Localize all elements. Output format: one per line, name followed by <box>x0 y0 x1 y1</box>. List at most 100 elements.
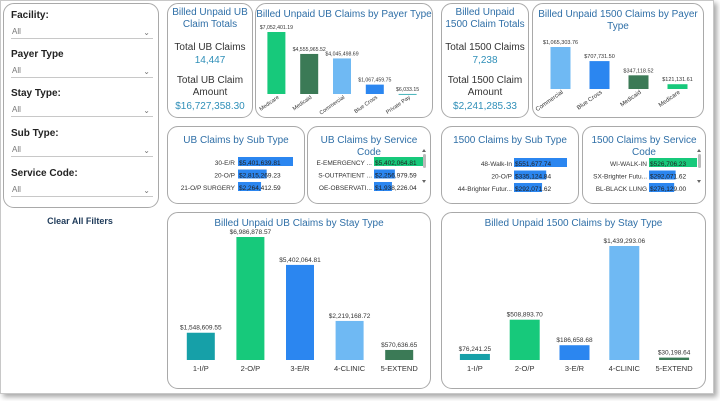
data-label-20-o-p: $2,815,269.23 <box>239 173 281 180</box>
data-label-wi-walk-in: $526,706.23 <box>650 161 687 168</box>
data-label-commercial: $1,065,303.76 <box>543 40 578 46</box>
data-label-5-extend: $30,198.64 <box>658 350 691 357</box>
bar-medicare[interactable] <box>267 32 286 94</box>
bar-5-extend[interactable] <box>659 357 690 360</box>
bar-private-pay[interactable] <box>398 93 417 95</box>
bar-1-i-p[interactable] <box>186 332 215 360</box>
chevron-down-icon: ⌄ <box>143 186 150 195</box>
bar-medicaid[interactable] <box>300 53 319 94</box>
total-ub-amount-label: Total UB Claim Amount <box>176 75 244 98</box>
t1500-payer-type-card: Billed Unpaid 1500 Claims by Payer Type … <box>532 3 704 118</box>
ub-payer-type-chart: $7,052,401.19 Medicare $4,555,965.52 Medica… <box>259 25 420 117</box>
data-label-1-i-p: $1,548,609.55 <box>180 325 222 332</box>
bar-3-e-r[interactable] <box>286 264 314 360</box>
t1500-sub-type-card: 1500 Claims by Sub Type 48-Walk-In $551,6… <box>441 126 579 204</box>
tick-label-blue-cross: Blue Cross <box>576 90 603 112</box>
total-ub-claims-label: Total UB Claims <box>174 42 246 53</box>
bar-3-e-r[interactable] <box>559 345 590 360</box>
scrollbar[interactable] <box>697 149 702 183</box>
scrollbar[interactable] <box>422 149 427 183</box>
bar-medicaid[interactable] <box>628 75 649 89</box>
chart-title: Billed Unpaid UB Claims by Payer Type <box>256 9 432 20</box>
data-label-2-o-p: $508,893.70 <box>507 312 544 319</box>
filter-label: Sub Type: <box>11 128 59 139</box>
chevron-down-icon: ⌄ <box>143 28 150 37</box>
bar-20-o-p[interactable] <box>514 170 547 180</box>
scroll-thumb[interactable] <box>423 154 426 168</box>
bar-bl-black-lung[interactable] <box>649 183 675 192</box>
tick-label-1-i-p: 1-I/P <box>193 364 209 373</box>
bar-sx-brighter-futu[interactable] <box>649 170 676 180</box>
category-label-bl-black-lung: BL-BLACK LUNG <box>596 186 647 193</box>
card-title: Billed Unpaid UB Claim Totals <box>172 7 248 30</box>
bar-30-e-r[interactable] <box>238 157 293 166</box>
bar-4-clinic[interactable] <box>609 246 640 360</box>
filter-label: Stay Type: <box>11 88 61 99</box>
bar-20-o-p[interactable] <box>238 169 267 179</box>
scroll-thumb[interactable] <box>698 154 701 168</box>
total-1500-claims-label: Total 1500 Claims <box>445 42 525 53</box>
tick-label-medicare: Medicare <box>658 89 682 108</box>
bar-48-walk-in[interactable] <box>514 158 567 167</box>
tick-label-3-e-r: 3-E/R <box>290 364 310 373</box>
data-label-44-brighter-futur: $292,071.62 <box>515 186 552 193</box>
tick-label-5-extend: 5-EXTEND <box>381 364 419 373</box>
bar-21-o-p-surgery[interactable] <box>238 182 262 191</box>
stay-type-select[interactable]: All ⌄ <box>11 103 153 117</box>
bar-2-o-p[interactable] <box>236 237 265 360</box>
ub-stay-type-chart: $1,548,609.55 1-I/P $6,986,878.57 2-O/P $5,4… <box>180 229 419 373</box>
bar-oe-observati[interactable] <box>374 182 392 191</box>
chart-title: UB Claims by Service Code <box>320 135 418 158</box>
scroll-down-icon[interactable] <box>697 180 701 183</box>
bar-wi-walk-in[interactable] <box>649 158 697 167</box>
scroll-up-icon[interactable] <box>697 149 701 152</box>
scroll-up-icon[interactable] <box>422 149 426 152</box>
scroll-down-icon[interactable] <box>422 180 426 183</box>
bar-5-extend[interactable] <box>385 349 414 360</box>
chart-title: Billed Unpaid 1500 Claims by Stay Type <box>484 218 663 229</box>
category-label-21-o-p-surgery: 21-O/P SURGERY <box>181 185 236 192</box>
bar-s-outpatient[interactable] <box>374 169 395 179</box>
category-label-48-walk-in: 48-Walk-In <box>481 161 513 168</box>
category-label-20-o-p: 20-O/P <box>214 173 235 180</box>
ub-service-code-card: UB Claims by Service Code E-EMERGENCY ..… <box>307 126 431 204</box>
facility-select[interactable]: All ⌄ <box>11 25 153 39</box>
category-label-sx-brighter-futu: SX-Brighter Futu... <box>593 174 647 181</box>
bar-blue-cross[interactable] <box>589 61 610 89</box>
bar-e-emergency[interactable] <box>374 157 424 166</box>
bar-44-brighter-futur[interactable] <box>514 183 543 192</box>
data-label-30-e-r: $5,401,639.81 <box>239 160 281 167</box>
select-value: All <box>12 27 21 36</box>
tick-label-private-pay: Private Pay <box>385 95 412 116</box>
chart-title: Billed Unpaid UB Claims by Stay Type <box>214 218 384 229</box>
bar-commercial[interactable] <box>333 58 351 94</box>
bar-2-o-p[interactable] <box>509 319 540 360</box>
bar-4-clinic[interactable] <box>335 320 364 360</box>
bar-blue-cross[interactable] <box>365 84 384 94</box>
data-label-21-o-p-surgery: $2,264,412.59 <box>239 185 281 192</box>
ub-sub-type-chart: 30-E/R $5,401,639.81 20-O/P $2,815,269.2321… <box>181 157 293 192</box>
card-title: Billed Unpaid 1500 Claim Totals <box>445 7 525 30</box>
data-label-4-clinic: $1,439,293.06 <box>604 238 646 245</box>
service-code-select[interactable]: All ⌄ <box>11 183 153 197</box>
tick-label-medicare: Medicare <box>259 95 281 113</box>
sub-type-select[interactable]: All ⌄ <box>11 143 153 157</box>
bar-medicare[interactable] <box>667 84 688 89</box>
bar-commercial[interactable] <box>550 47 571 89</box>
data-label-5-extend: $570,636.65 <box>381 342 418 349</box>
select-value: All <box>12 145 21 154</box>
tick-label-commercial: Commercial <box>319 95 346 117</box>
ub-sub-type-card: UB Claims by Sub Type 30-E/R $5,401,639.8… <box>167 126 305 204</box>
bar-1-i-p[interactable] <box>459 353 490 360</box>
data-label-medicare: $121,131.61 <box>662 77 693 83</box>
total-ub-claims-value: 14,447 <box>194 55 226 66</box>
data-label-2-o-p: $6,986,878.57 <box>230 229 272 236</box>
dashboard-frame: Facility: All ⌄ Payer Type All ⌄ Stay Ty… <box>0 0 714 394</box>
data-label-4-clinic: $2,219,168.72 <box>329 313 371 320</box>
clear-all-filters-button[interactable]: Clear All Filters <box>47 216 113 226</box>
filters-panel: Facility: All ⌄ Payer Type All ⌄ Stay Ty… <box>3 3 159 208</box>
tick-label-commercial: Commercial <box>535 90 565 113</box>
data-label-48-walk-in: $551,677.74 <box>515 161 552 168</box>
total-1500-amount-label: Total 1500 Claim Amount <box>447 75 523 98</box>
payer-type-select[interactable]: All ⌄ <box>11 64 153 78</box>
